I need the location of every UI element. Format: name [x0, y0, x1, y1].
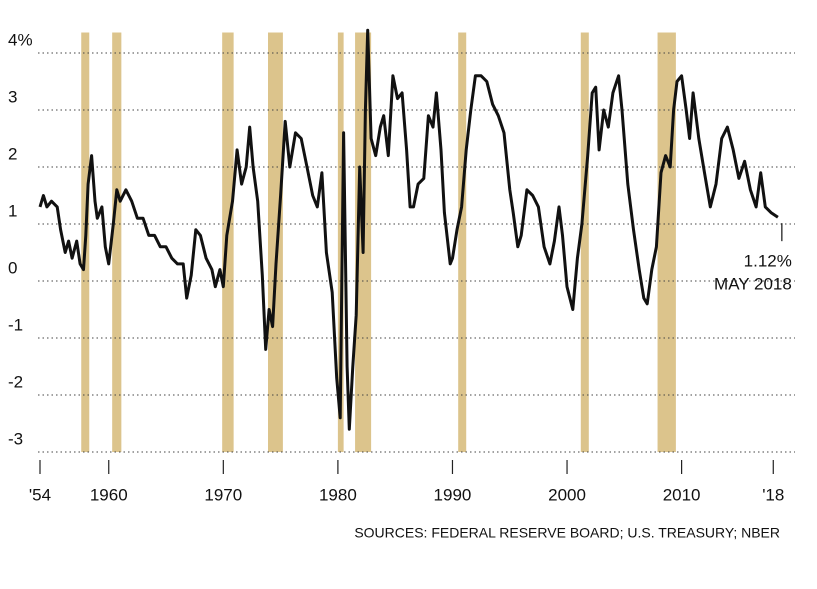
annotation-text: 1.12%: [744, 252, 792, 271]
x-tick-label: '18: [762, 485, 784, 504]
x-tick-label: '54: [29, 485, 51, 504]
x-tick-label: 1980: [319, 485, 357, 504]
y-tick-label: 0: [8, 258, 17, 277]
x-tick-label: 2000: [548, 485, 586, 504]
x-tick-label: 1960: [90, 485, 128, 504]
annotation-text: MAY 2018: [714, 275, 792, 294]
y-tick-label: 3: [8, 87, 17, 106]
y-tick-label: -2: [8, 372, 23, 391]
x-tick-label: 1990: [434, 485, 472, 504]
x-tick-label: 1970: [204, 485, 242, 504]
grid-layer: [38, 52, 795, 453]
line-series: [38, 28, 779, 431]
y-tick-label: 2: [8, 144, 17, 163]
recession-band: [337, 32, 344, 452]
x-tick-label: 2010: [663, 485, 701, 504]
recession-layer: [81, 32, 676, 452]
y-tick-label: 4%: [8, 30, 33, 49]
recession-band: [268, 32, 283, 452]
source-note: SOURCES: FEDERAL RESERVE BOARD; U.S. TRE…: [354, 525, 780, 541]
y-tick-label: 1: [8, 201, 17, 220]
recession-band: [458, 32, 467, 452]
recession-band: [580, 32, 589, 452]
recession-band: [222, 32, 234, 452]
recession-band: [112, 32, 122, 452]
recession-band: [657, 32, 676, 452]
y-tick-label: -3: [8, 429, 23, 448]
y-tick-label: -1: [8, 315, 23, 334]
